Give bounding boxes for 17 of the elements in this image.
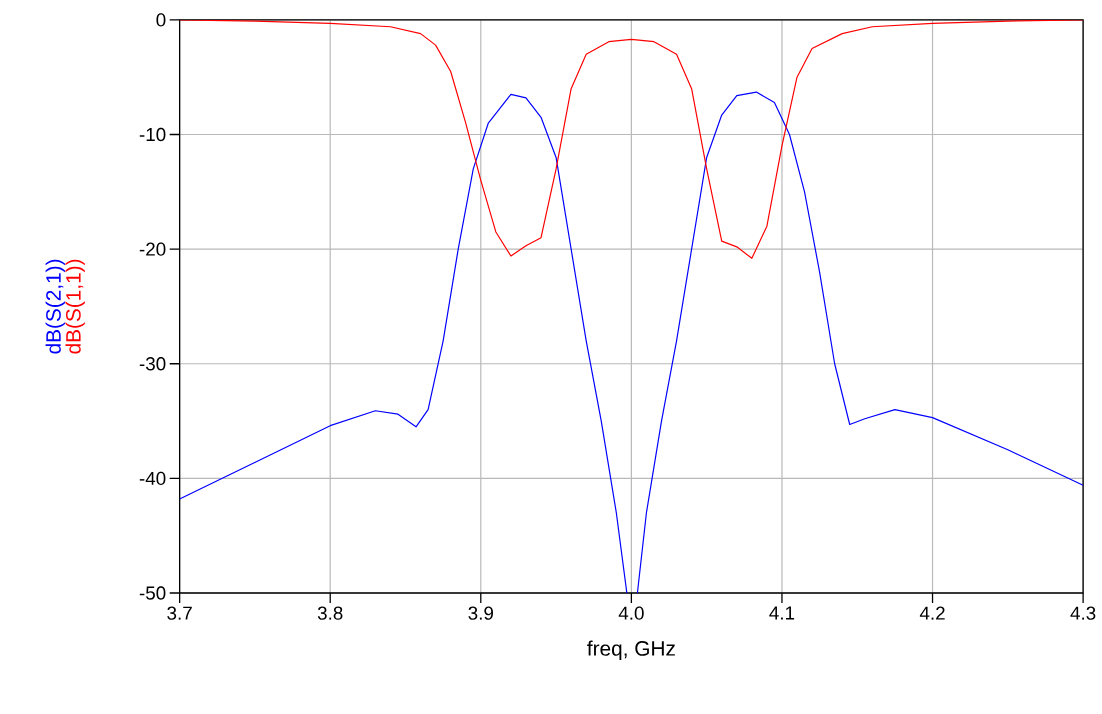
x-tick-label: 3.7 <box>167 606 192 620</box>
x-tick-label: 4.1 <box>769 606 795 620</box>
x-tick-label: 4.3 <box>1070 606 1096 620</box>
text: dB(S(1,1)) <box>65 259 85 354</box>
y-tick-label: -40 <box>139 471 166 485</box>
x-axis-title: freq, GHz <box>587 640 675 660</box>
line-series <box>179 19 1084 259</box>
y-tick-label: -30 <box>139 356 166 371</box>
x-tick-label: 4.2 <box>919 606 945 620</box>
x-tick-label: 3.8 <box>317 606 343 620</box>
x-tick-label: 4.0 <box>618 606 644 620</box>
y-tick-label: -10 <box>139 127 166 141</box>
y-tick-label: 0 <box>156 13 166 27</box>
y-tick-label: -50 <box>139 586 166 600</box>
x-tick-label: 3.9 <box>468 606 493 620</box>
y-tick-label: -20 <box>139 242 166 256</box>
text: dB(S(2,1)) <box>45 259 65 354</box>
